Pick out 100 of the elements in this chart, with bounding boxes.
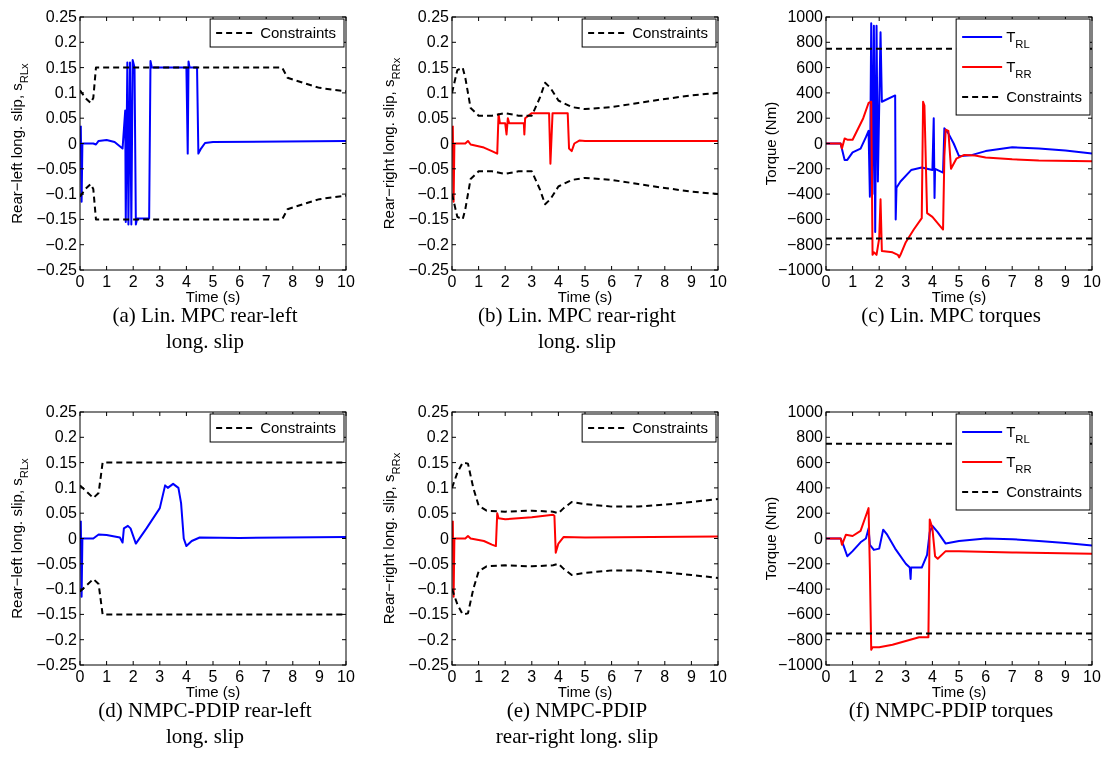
y-tick-label: 0.15 bbox=[45, 453, 78, 471]
x-tick-label: 6 bbox=[607, 273, 617, 290]
x-tick-label: 5 bbox=[580, 273, 590, 290]
y-tick-label: 0.25 bbox=[417, 403, 450, 420]
x-tick-label: 5 bbox=[580, 668, 590, 685]
x-tick-label: 6 bbox=[607, 668, 617, 685]
y-tick-label: −0.15 bbox=[36, 605, 78, 623]
x-axis-title: Time (s) bbox=[931, 288, 987, 305]
y-tick-label: −0.15 bbox=[408, 210, 450, 228]
y-tick-label: −0.2 bbox=[417, 235, 450, 253]
y-tick-label: 200 bbox=[796, 504, 824, 522]
y-tick-label: −0.25 bbox=[36, 656, 78, 673]
y-tick-label: 0.15 bbox=[45, 58, 78, 76]
y-tick-label: −600 bbox=[786, 210, 824, 228]
y-tick-label: 0.1 bbox=[54, 83, 78, 101]
y-tick-label: −0.1 bbox=[417, 580, 450, 598]
y-tick-label: −800 bbox=[786, 235, 824, 253]
x-tick-label: 7 bbox=[261, 668, 271, 685]
y-tick-label: −0.05 bbox=[408, 554, 450, 572]
x-tick-label: 4 bbox=[927, 668, 937, 685]
y-tick-label: −0.1 bbox=[417, 185, 450, 203]
x-tick-label: 1 bbox=[474, 273, 484, 290]
y-tick-label: 0 bbox=[440, 134, 450, 152]
x-tick-label: 2 bbox=[500, 273, 510, 290]
y-tick-label: −0.25 bbox=[36, 261, 78, 278]
y-tick-label: −0.2 bbox=[45, 630, 78, 648]
x-tick-label: 10 bbox=[709, 668, 727, 685]
x-tick-label: 8 bbox=[288, 668, 298, 685]
x-tick-label: 4 bbox=[553, 273, 563, 290]
y-tick-label: −0.25 bbox=[408, 656, 450, 673]
y-tick-label: 400 bbox=[796, 478, 824, 496]
x-tick-label: 1 bbox=[848, 273, 858, 290]
x-tick-label: 5 bbox=[954, 668, 964, 685]
y-tick-label: −400 bbox=[786, 580, 824, 598]
x-tick-label: 7 bbox=[1007, 273, 1017, 290]
line-series bbox=[826, 100, 1092, 259]
y-tick-label: −400 bbox=[786, 185, 824, 203]
y-tick-label: −1000 bbox=[778, 656, 824, 673]
x-tick-label: 7 bbox=[633, 668, 643, 685]
y-tick-label: −0.1 bbox=[45, 185, 78, 203]
y-tick-label: 200 bbox=[796, 109, 824, 127]
x-tick-label: 8 bbox=[288, 273, 298, 290]
line-series bbox=[826, 507, 1092, 651]
legend-label: T$_{RL}$ bbox=[1006, 423, 1030, 445]
x-tick-label: 9 bbox=[314, 668, 324, 685]
y-tick-label: 0 bbox=[814, 529, 824, 547]
x-tick-label: 10 bbox=[1083, 668, 1101, 685]
x-tick-label: 9 bbox=[1060, 273, 1070, 290]
y-tick-label: 0.25 bbox=[417, 8, 450, 25]
line-series bbox=[452, 512, 718, 598]
y-axis-title: Torque (Nm) bbox=[762, 496, 779, 581]
x-tick-label: 6 bbox=[235, 273, 245, 290]
x-tick-label: 2 bbox=[128, 273, 138, 290]
x-tick-label: 6 bbox=[981, 668, 991, 685]
y-tick-label: −0.05 bbox=[36, 159, 78, 177]
x-tick-label: 9 bbox=[1060, 668, 1070, 685]
x-tick-label: 3 bbox=[155, 273, 165, 290]
y-tick-label: 0 bbox=[440, 529, 450, 547]
y-tick-label: 0.1 bbox=[54, 478, 78, 496]
y-tick-label: 0.25 bbox=[45, 403, 78, 420]
x-tick-label: 3 bbox=[901, 668, 911, 685]
x-tick-label: 1 bbox=[848, 668, 858, 685]
y-tick-label: −200 bbox=[786, 554, 824, 572]
x-tick-label: 5 bbox=[208, 273, 218, 290]
x-tick-label: 1 bbox=[474, 668, 484, 685]
x-tick-label: 10 bbox=[709, 273, 727, 290]
y-tick-label: 0.2 bbox=[54, 33, 78, 51]
y-tick-label: 600 bbox=[796, 453, 824, 471]
y-tick-label: −0.05 bbox=[408, 159, 450, 177]
y-tick-label: 0.1 bbox=[426, 83, 450, 101]
x-tick-label: 4 bbox=[553, 668, 563, 685]
y-tick-label: −0.15 bbox=[408, 605, 450, 623]
y-tick-label: −200 bbox=[786, 159, 824, 177]
legend-label: Constraints bbox=[632, 24, 709, 41]
x-tick-label: 3 bbox=[527, 273, 537, 290]
y-tick-label: 0.05 bbox=[417, 504, 450, 522]
y-tick-label: 1000 bbox=[787, 403, 824, 420]
y-tick-label: 800 bbox=[796, 33, 824, 51]
x-tick-label: 10 bbox=[1083, 273, 1101, 290]
x-tick-label: 9 bbox=[686, 668, 696, 685]
legend-label: Constraints bbox=[632, 419, 709, 436]
x-axis-title: Time (s) bbox=[185, 683, 241, 700]
y-tick-label: 400 bbox=[796, 83, 824, 101]
x-tick-label: 3 bbox=[155, 668, 165, 685]
x-tick-label: 8 bbox=[660, 668, 670, 685]
x-tick-label: 8 bbox=[1034, 668, 1044, 685]
x-tick-label: 2 bbox=[128, 668, 138, 685]
x-tick-label: 5 bbox=[954, 273, 964, 290]
y-tick-label: 600 bbox=[796, 58, 824, 76]
x-tick-label: 2 bbox=[874, 273, 884, 290]
y-tick-label: −600 bbox=[786, 605, 824, 623]
x-tick-label: 4 bbox=[927, 273, 937, 290]
x-tick-label: 2 bbox=[500, 668, 510, 685]
x-axis-title: Time (s) bbox=[185, 288, 241, 305]
legend-label: Constraints bbox=[1006, 483, 1083, 500]
x-tick-label: 9 bbox=[686, 273, 696, 290]
x-tick-label: 1 bbox=[102, 273, 112, 290]
legend-label: T$_{RR}$ bbox=[1006, 453, 1032, 475]
x-tick-label: 7 bbox=[633, 273, 643, 290]
y-tick-label: 0.05 bbox=[45, 109, 78, 127]
